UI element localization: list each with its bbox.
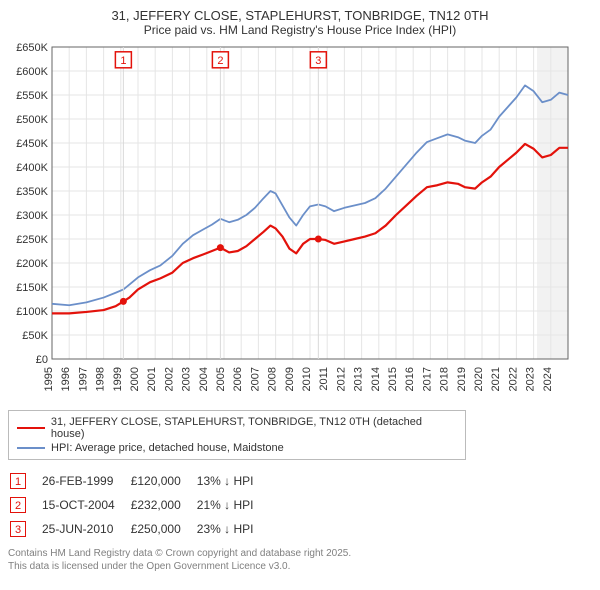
svg-text:2: 2 [217,55,223,67]
legend-item-hpi: HPI: Average price, detached house, Maid… [17,441,457,455]
sale-point-1 [120,298,127,305]
svg-text:2019: 2019 [456,367,468,391]
sale-price: £120,000 [131,470,195,492]
svg-text:2013: 2013 [353,367,365,391]
svg-text:£400K: £400K [16,162,48,174]
svg-text:2021: 2021 [490,367,502,391]
svg-text:2015: 2015 [387,367,399,391]
svg-text:£300K: £300K [16,210,48,222]
sale-date: 26-FEB-1999 [42,470,129,492]
svg-text:2002: 2002 [163,367,175,391]
svg-text:£500K: £500K [16,114,48,126]
svg-text:2005: 2005 [215,367,227,391]
legend-label: 31, JEFFERY CLOSE, STAPLEHURST, TONBRIDG… [51,416,457,440]
svg-text:3: 3 [315,55,321,67]
svg-text:2020: 2020 [473,367,485,391]
svg-text:£600K: £600K [16,66,48,78]
svg-text:£0: £0 [36,354,48,366]
svg-text:2000: 2000 [129,367,141,391]
chart-title: 31, JEFFERY CLOSE, STAPLEHURST, TONBRIDG… [8,8,592,37]
legend-swatch [17,447,45,449]
sale-badge: 2 [10,497,26,513]
svg-text:£350K: £350K [16,186,48,198]
svg-text:£100K: £100K [16,306,48,318]
svg-text:2017: 2017 [421,367,433,391]
svg-text:£150K: £150K [16,282,48,294]
svg-text:2006: 2006 [232,367,244,391]
title-line1: 31, JEFFERY CLOSE, STAPLEHURST, TONBRIDG… [8,8,592,23]
footer-line1: Contains HM Land Registry data © Crown c… [8,548,592,561]
svg-text:2007: 2007 [249,367,261,391]
sale-row: 1 26-FEB-1999£120,00013% ↓ HPI [10,470,267,492]
svg-text:2022: 2022 [507,367,519,391]
svg-text:£450K: £450K [16,138,48,150]
sale-badge: 1 [10,473,26,489]
chart-area: £0 £50K £100K £150K £200K £250K £300K £350K £400… [8,41,592,404]
svg-text:1995: 1995 [43,367,55,391]
sale-delta: 21% ↓ HPI [197,494,268,516]
svg-text:2014: 2014 [370,367,382,391]
footer-note: Contains HM Land Registry data © Crown c… [8,548,592,573]
sale-point-3 [315,236,322,243]
svg-text:1: 1 [120,55,126,67]
svg-text:2016: 2016 [404,367,416,391]
svg-text:1998: 1998 [95,367,107,391]
svg-text:2024: 2024 [542,367,554,391]
svg-text:1997: 1997 [77,367,89,391]
svg-text:£650K: £650K [16,42,48,54]
sale-price: £250,000 [131,518,195,540]
svg-text:£250K: £250K [16,234,48,246]
legend: 31, JEFFERY CLOSE, STAPLEHURST, TONBRIDG… [8,410,466,460]
svg-text:1996: 1996 [60,367,72,391]
sale-row: 3 25-JUN-2010£250,00023% ↓ HPI [10,518,267,540]
svg-text:2010: 2010 [301,367,313,391]
sale-row: 2 15-OCT-2004£232,00021% ↓ HPI [10,494,267,516]
sale-delta: 23% ↓ HPI [197,518,268,540]
legend-label: HPI: Average price, detached house, Maid… [51,442,284,454]
svg-text:2001: 2001 [146,367,158,391]
sale-price: £232,000 [131,494,195,516]
legend-item-property: 31, JEFFERY CLOSE, STAPLEHURST, TONBRIDG… [17,415,457,441]
svg-text:2009: 2009 [284,367,296,391]
svg-text:£200K: £200K [16,258,48,270]
title-line2: Price paid vs. HM Land Registry's House … [8,23,592,37]
svg-text:1999: 1999 [112,367,124,391]
svg-text:2023: 2023 [525,367,537,391]
footer-line2: This data is licensed under the Open Gov… [8,561,592,574]
sale-badge: 3 [10,521,26,537]
svg-text:2018: 2018 [439,367,451,391]
line-chart: £0 £50K £100K £150K £200K £250K £300K £350K £400… [8,41,578,401]
svg-text:2004: 2004 [198,367,210,391]
sale-delta: 13% ↓ HPI [197,470,268,492]
svg-text:2003: 2003 [181,367,193,391]
sales-table: 1 26-FEB-1999£120,00013% ↓ HPI 2 15-OCT-200… [8,468,269,542]
svg-text:£550K: £550K [16,90,48,102]
svg-text:£50K: £50K [22,330,48,342]
legend-swatch [17,427,45,429]
svg-text:2011: 2011 [318,367,330,391]
sale-date: 25-JUN-2010 [42,518,129,540]
svg-text:2012: 2012 [335,367,347,391]
svg-text:2008: 2008 [267,367,279,391]
sale-point-2 [217,244,224,251]
sale-date: 15-OCT-2004 [42,494,129,516]
